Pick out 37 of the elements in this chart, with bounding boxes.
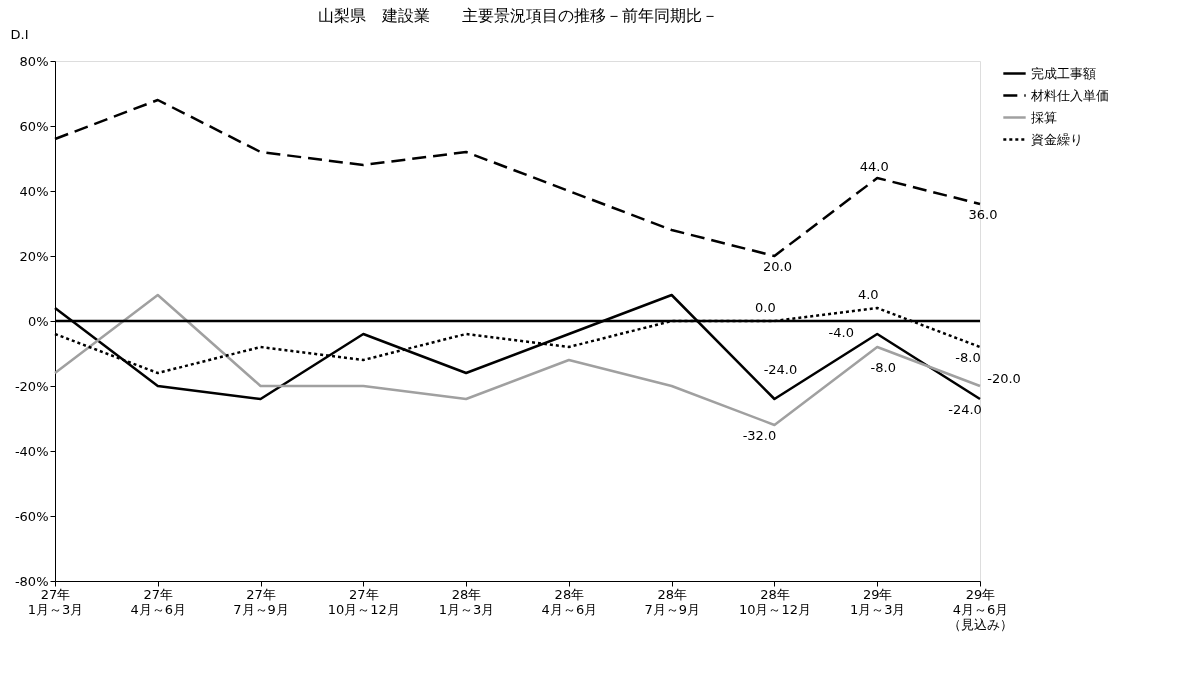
x-tick-label: 27年 7月～9月 (233, 586, 289, 617)
data-label: -20.0 (987, 371, 1021, 386)
x-tick-label: 27年 1月～3月 (27, 586, 84, 617)
y-tick-label: 40% (19, 183, 49, 199)
legend-label: 材料仕入単価 (1030, 87, 1109, 103)
data-label: -24.0 (948, 402, 982, 417)
data-label: 0.0 (755, 300, 776, 315)
x-tick-label: 28年 1月～3月 (438, 586, 495, 617)
x-tick-label: 29年 1月～3月 (849, 586, 906, 617)
y-tick-label: 20% (19, 248, 49, 264)
data-label: 36.0 (968, 207, 998, 222)
x-tick-label: 28年 10月～12月 (738, 586, 811, 617)
data-label: 44.0 (859, 159, 889, 174)
x-tick-label: 27年 4月～6月 (130, 586, 187, 617)
y-tick-label: -80% (14, 573, 49, 589)
data-label: -8.0 (955, 350, 981, 365)
data-label: 20.0 (762, 259, 792, 274)
x-tick-label: 28年 4月～6月 (541, 586, 598, 617)
y-tick-label: 0% (27, 313, 49, 329)
data-label: -24.0 (763, 362, 798, 377)
chart-title: 山梨県 建設業 主要景況項目の推移－前年同期比－ (317, 6, 718, 25)
data-label: 4.0 (857, 287, 879, 302)
x-tick-label: 29年 4月～6月（見込み） (948, 586, 1013, 632)
data-label: -4.0 (828, 325, 854, 340)
x-tick-label: 28年 7月～9月 (644, 586, 700, 617)
y-tick-label: -20% (14, 378, 49, 394)
y-tick-label: -60% (14, 508, 49, 524)
y-tick-label: 80% (19, 53, 49, 69)
data-label: -32.0 (742, 428, 777, 443)
x-tick-label: 27年 10月～12月 (327, 586, 400, 617)
legend-label: 採算 (1031, 109, 1057, 125)
y-tick-label: -40% (14, 443, 49, 459)
y-axis-title: D.I (10, 26, 29, 42)
data-label: -8.0 (870, 360, 896, 375)
legend-label: 完成工事額 (1031, 65, 1096, 81)
y-tick-label: 60% (19, 118, 49, 134)
legend-label: 資金繰り (1031, 131, 1083, 147)
